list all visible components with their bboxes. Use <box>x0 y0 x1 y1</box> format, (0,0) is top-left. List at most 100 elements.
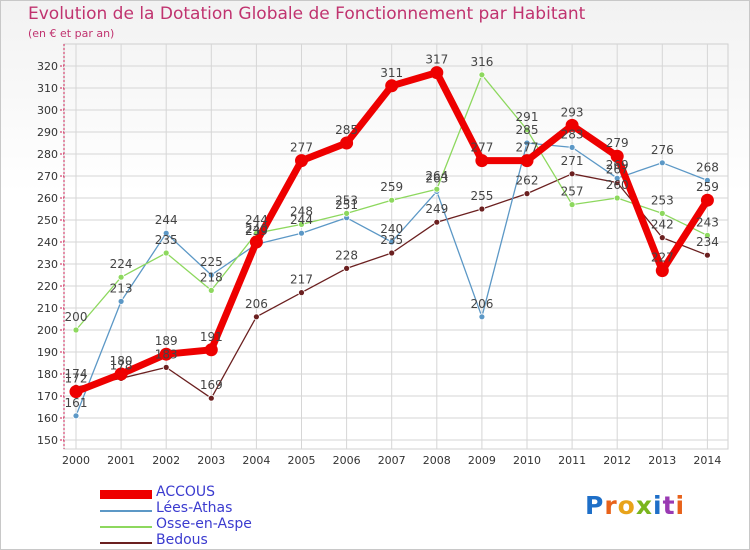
data-label: 225 <box>200 255 223 269</box>
y-tick-label: 160 <box>37 412 58 425</box>
y-tick-label: 280 <box>37 148 58 161</box>
data-label: 234 <box>696 235 719 249</box>
data-label: 224 <box>110 257 133 271</box>
data-label: 291 <box>516 110 539 124</box>
x-tick-label: 2012 <box>603 454 631 467</box>
data-point-l-es-athas <box>388 238 396 246</box>
y-tick-label: 320 <box>37 60 58 73</box>
data-point-l-es-athas <box>658 159 666 167</box>
y-tick-label: 310 <box>37 82 58 95</box>
data-label: 269 <box>606 158 629 172</box>
x-tick-label: 2011 <box>558 454 586 467</box>
data-label: 249 <box>425 202 448 216</box>
data-point-accous <box>340 136 354 150</box>
data-label: 267 <box>606 163 629 177</box>
data-label: 189 <box>155 334 178 348</box>
data-point-l-es-athas <box>162 229 170 237</box>
data-point-osse-en-aspe <box>207 286 215 294</box>
data-point-l-es-athas <box>298 229 305 237</box>
y-tick-label: 260 <box>37 192 58 205</box>
data-label: 262 <box>516 174 539 188</box>
plot-area <box>63 43 729 450</box>
data-label: 172 <box>65 372 88 386</box>
data-label: 253 <box>651 193 674 207</box>
data-point-osse-en-aspe <box>298 220 305 228</box>
y-tick-label: 230 <box>37 258 58 271</box>
data-point-bedous <box>343 264 351 272</box>
data-label: 259 <box>380 180 403 194</box>
x-tick-label: 2001 <box>107 454 135 467</box>
legend-label: ACCOUS <box>156 484 216 500</box>
data-label: 285 <box>335 123 358 137</box>
data-point-accous <box>520 154 534 168</box>
x-tick-label: 2004 <box>242 454 270 467</box>
y-tick-label: 200 <box>37 324 58 337</box>
data-label: 217 <box>290 273 313 287</box>
data-point-l-es-athas <box>613 174 621 182</box>
legend-swatch <box>100 510 152 512</box>
data-label: 271 <box>561 154 584 168</box>
data-label: 253 <box>335 193 358 207</box>
y-tick-label: 210 <box>37 302 58 315</box>
y-tick-label: 220 <box>37 280 58 293</box>
x-tick-label: 2007 <box>378 454 406 467</box>
data-label: 244 <box>155 213 178 227</box>
legend-label: Lées-Athas <box>156 500 233 516</box>
data-point-accous <box>700 193 714 207</box>
data-point-l-es-athas <box>704 176 711 184</box>
logo-letter: t <box>662 491 676 520</box>
chart-title: Evolution de la Dotation Globale de Fonc… <box>28 4 586 24</box>
data-label: 218 <box>200 270 223 284</box>
data-label: 240 <box>380 222 403 236</box>
data-label: 248 <box>290 204 313 218</box>
data-point-l-es-athas <box>72 412 80 420</box>
y-tick-label: 270 <box>37 170 58 183</box>
data-point-bedous <box>478 205 486 213</box>
data-point-accous <box>295 154 308 168</box>
data-point-osse-en-aspe <box>658 209 666 217</box>
x-tick-label: 2013 <box>648 454 676 467</box>
data-label: 293 <box>561 105 584 119</box>
data-point-bedous <box>388 249 396 257</box>
data-label: 283 <box>561 127 584 141</box>
data-label: 257 <box>561 185 584 199</box>
data-point-accous <box>114 367 128 381</box>
data-label: 200 <box>65 310 88 324</box>
data-point-osse-en-aspe <box>704 231 711 239</box>
data-label: 240 <box>245 222 268 236</box>
data-point-l-es-athas <box>523 139 531 147</box>
x-tick-label: 2009 <box>468 454 496 467</box>
y-tick-label: 240 <box>37 236 58 249</box>
x-tick-label: 2005 <box>288 454 316 467</box>
data-label: 259 <box>696 180 719 194</box>
data-label: 277 <box>470 141 493 155</box>
data-point-bedous <box>433 218 441 226</box>
data-label: 228 <box>335 248 358 262</box>
data-point-accous <box>385 79 399 93</box>
x-tick-label: 2006 <box>333 454 361 467</box>
data-label: 239 <box>245 224 268 238</box>
data-label: 263 <box>425 171 448 185</box>
data-label: 255 <box>470 189 493 203</box>
data-label: 169 <box>200 378 223 392</box>
data-point-osse-en-aspe <box>343 209 351 217</box>
data-point-bedous <box>658 234 666 242</box>
legend-swatch <box>100 490 152 499</box>
data-point-l-es-athas <box>207 271 215 279</box>
data-label: 244 <box>245 213 268 227</box>
data-point-l-es-athas <box>568 143 576 151</box>
x-tick-label: 2008 <box>423 454 451 467</box>
data-label: 235 <box>155 233 178 247</box>
logo-letter: r <box>604 491 618 520</box>
data-label: 235 <box>380 233 403 247</box>
data-point-accous <box>565 118 579 132</box>
data-point-osse-en-aspe <box>388 196 396 204</box>
y-tick-label: 250 <box>37 214 58 227</box>
data-point-accous <box>204 343 218 357</box>
data-label: 311 <box>380 66 403 80</box>
data-label: 276 <box>651 143 674 157</box>
logo-letter: P <box>585 491 605 520</box>
legend-label: Bedous <box>156 532 208 548</box>
data-point-osse-en-aspe <box>72 326 80 334</box>
